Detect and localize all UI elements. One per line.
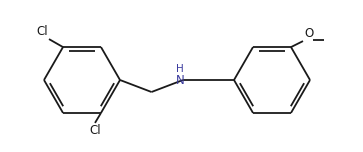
Text: O: O <box>304 27 313 40</box>
Text: N: N <box>176 74 184 86</box>
Text: Cl: Cl <box>89 124 101 137</box>
Text: Cl: Cl <box>36 25 48 38</box>
Text: H: H <box>176 64 184 74</box>
